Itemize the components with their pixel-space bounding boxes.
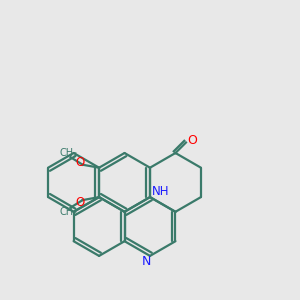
Text: O: O	[75, 196, 84, 209]
Text: O: O	[187, 134, 197, 148]
Text: CH₃: CH₃	[59, 207, 77, 217]
Text: CH₃: CH₃	[59, 148, 77, 158]
Text: O: O	[75, 156, 84, 169]
Text: N: N	[142, 255, 151, 268]
Text: NH: NH	[152, 185, 169, 198]
